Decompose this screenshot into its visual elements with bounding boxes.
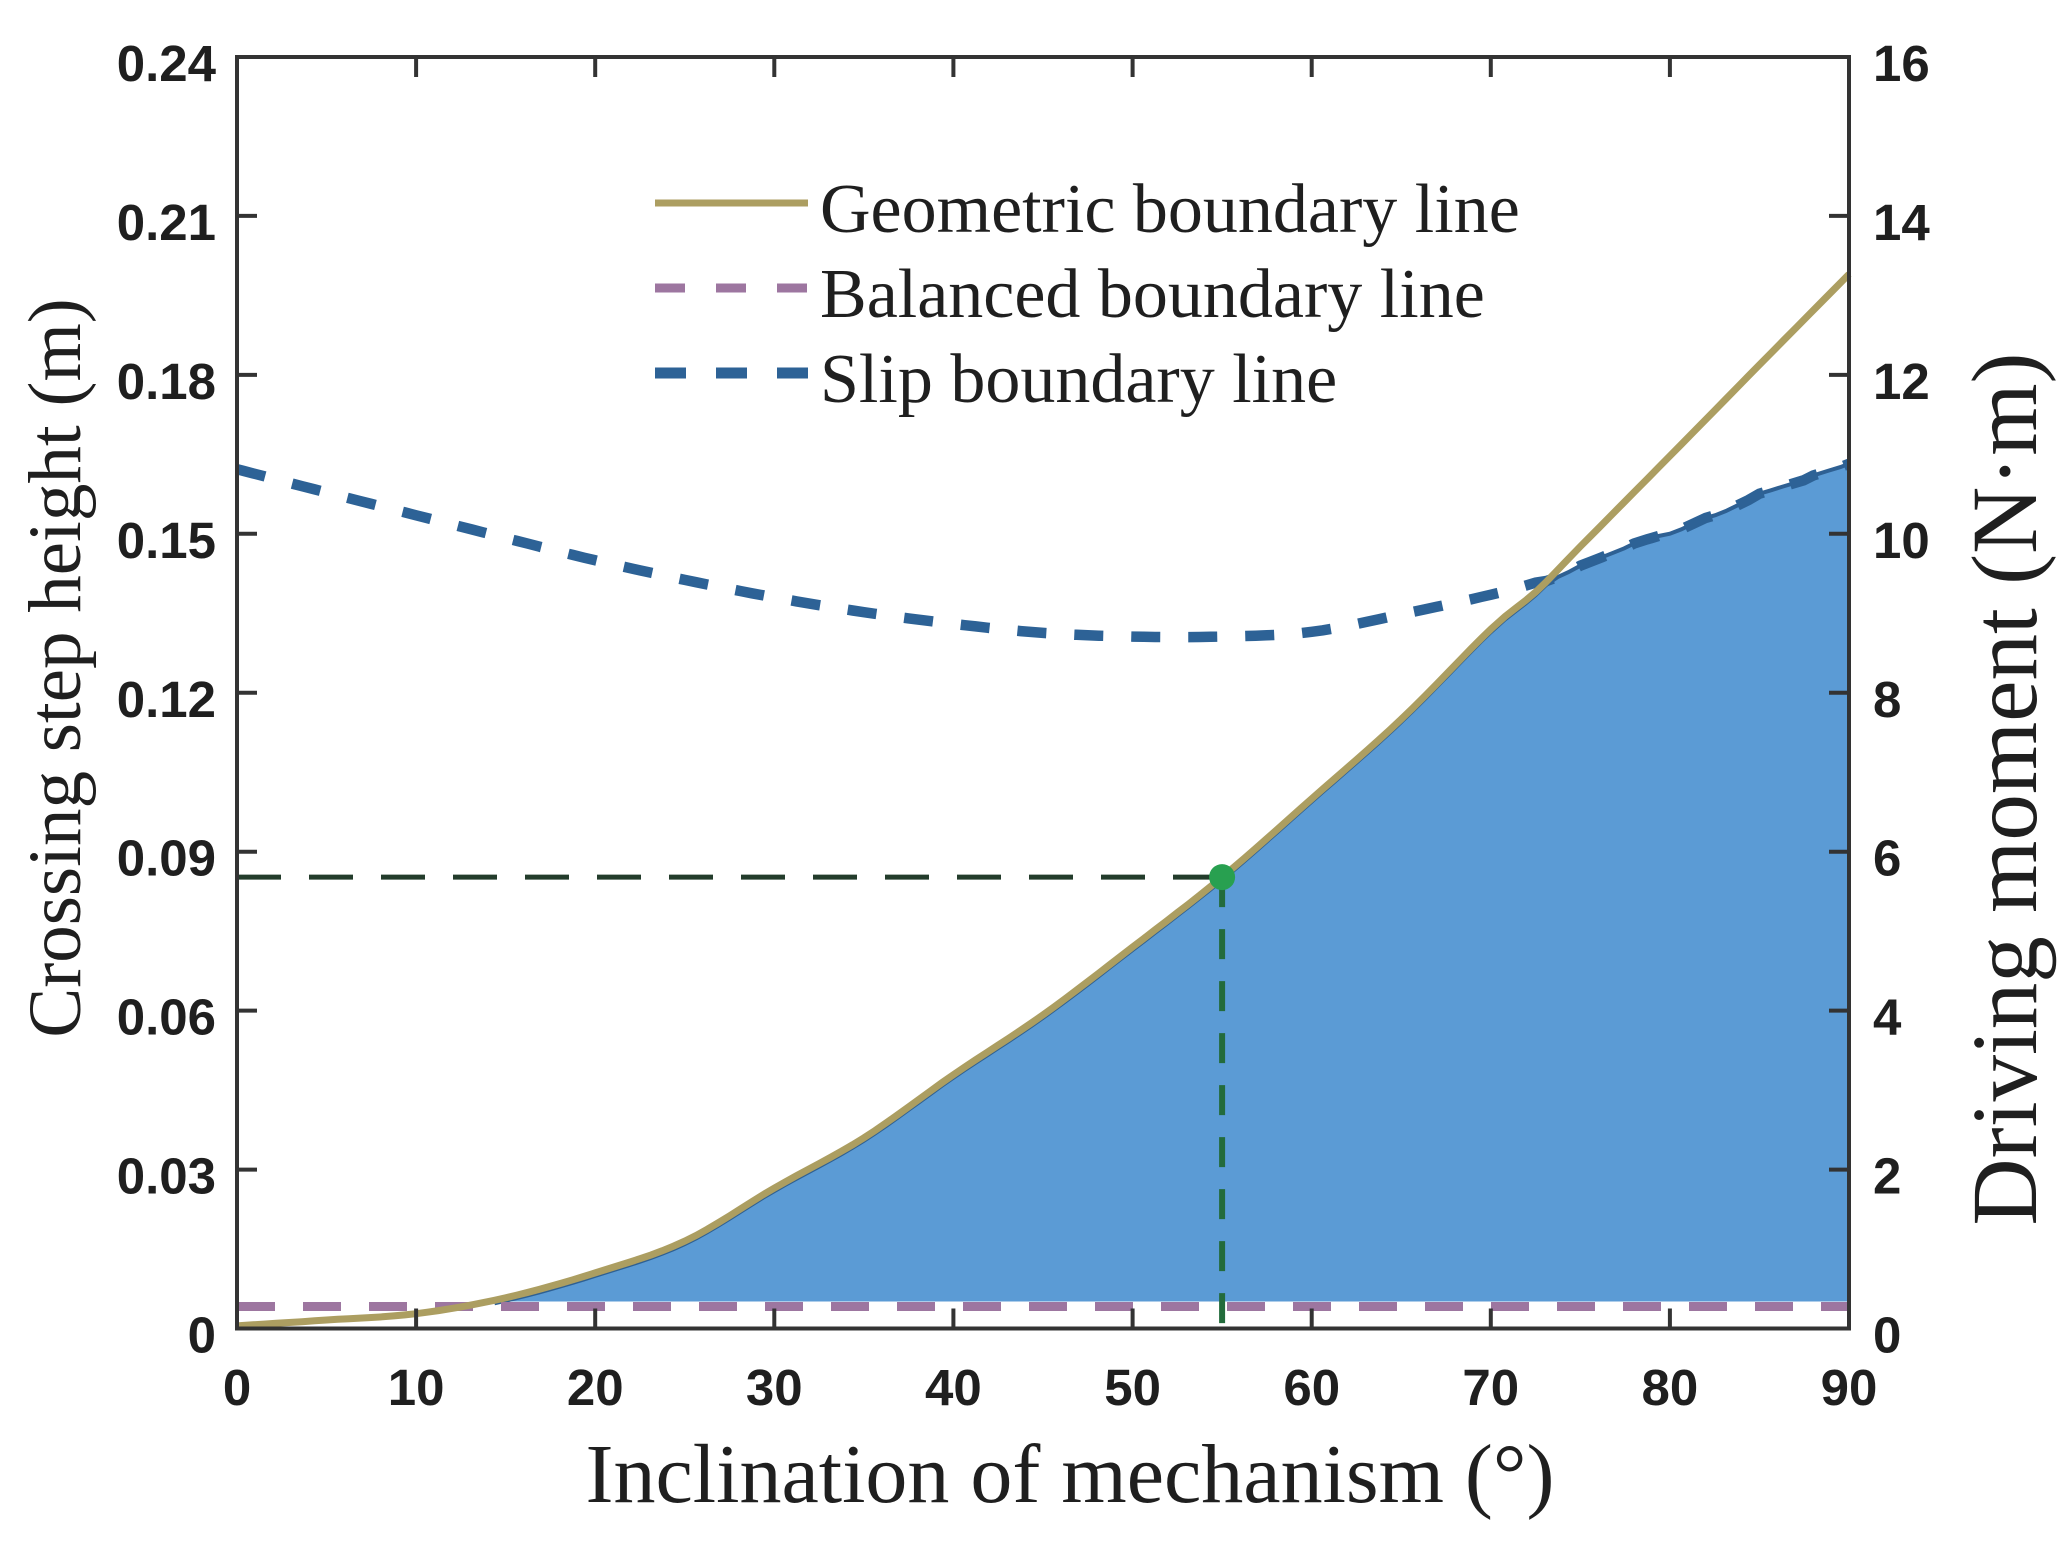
svg-text:0.06: 0.06 bbox=[117, 989, 216, 1046]
svg-text:10: 10 bbox=[388, 1359, 445, 1416]
svg-text:0: 0 bbox=[1873, 1307, 1901, 1364]
svg-text:0.24: 0.24 bbox=[117, 35, 217, 92]
svg-text:Slip boundary line: Slip boundary line bbox=[820, 341, 1337, 418]
svg-text:20: 20 bbox=[567, 1359, 624, 1416]
svg-text:30: 30 bbox=[746, 1359, 803, 1416]
svg-text:16: 16 bbox=[1873, 35, 1930, 92]
svg-text:80: 80 bbox=[1642, 1359, 1699, 1416]
svg-text:14: 14 bbox=[1873, 194, 1930, 251]
svg-text:0.03: 0.03 bbox=[117, 1148, 216, 1205]
svg-text:0: 0 bbox=[188, 1307, 216, 1364]
svg-text:8: 8 bbox=[1873, 671, 1901, 728]
svg-text:0.12: 0.12 bbox=[117, 671, 216, 728]
svg-text:0.21: 0.21 bbox=[117, 194, 216, 251]
svg-text:90: 90 bbox=[1821, 1359, 1878, 1416]
svg-text:0.09: 0.09 bbox=[117, 830, 216, 887]
svg-text:6: 6 bbox=[1873, 830, 1901, 887]
svg-text:0: 0 bbox=[223, 1359, 251, 1416]
svg-text:4: 4 bbox=[1873, 989, 1902, 1046]
svg-text:Inclination of mechanism (°): Inclination of mechanism (°) bbox=[586, 1428, 1555, 1521]
svg-text:0.15: 0.15 bbox=[117, 512, 216, 569]
svg-text:50: 50 bbox=[1104, 1359, 1161, 1416]
svg-text:10: 10 bbox=[1873, 512, 1930, 569]
svg-text:70: 70 bbox=[1462, 1359, 1519, 1416]
svg-text:0.18: 0.18 bbox=[117, 353, 216, 410]
svg-text:Crossing step height (m): Crossing step height (m) bbox=[14, 298, 97, 1038]
svg-text:12: 12 bbox=[1873, 353, 1930, 410]
svg-text:Balanced boundary line: Balanced boundary line bbox=[820, 256, 1485, 333]
svg-text:60: 60 bbox=[1283, 1359, 1340, 1416]
svg-text:2: 2 bbox=[1873, 1148, 1901, 1205]
svg-text:Geometric boundary line: Geometric boundary line bbox=[820, 171, 1520, 248]
svg-text:Driving moment (N·m): Driving moment (N·m) bbox=[1954, 352, 2057, 1225]
svg-text:40: 40 bbox=[925, 1359, 982, 1416]
